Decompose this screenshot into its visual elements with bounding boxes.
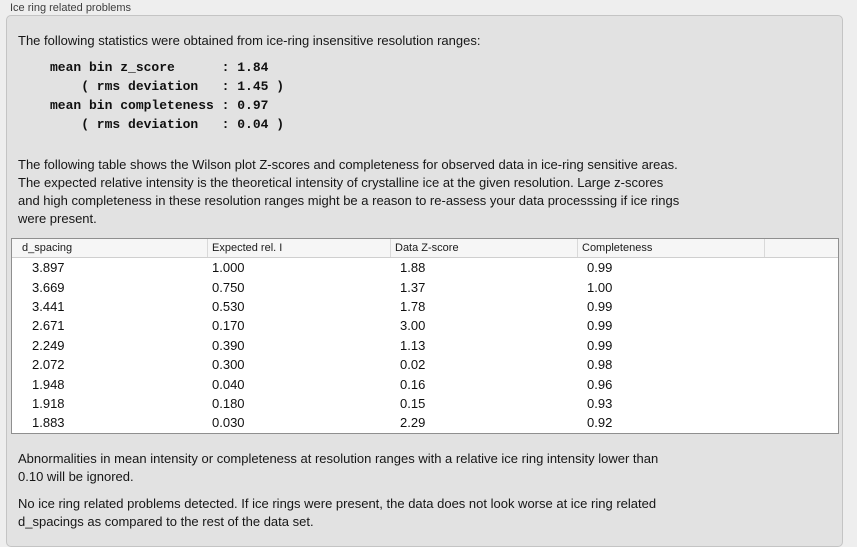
table-description: The following table shows the Wilson plo… — [18, 157, 680, 226]
column-header-expected-rel-i[interactable]: Expected rel. I — [208, 239, 391, 257]
conclusion-text: No ice ring related problems detected. I… — [18, 496, 657, 529]
table-row[interactable]: 1.918 0.180 0.15 0.93 — [12, 394, 838, 413]
cell-completeness: 0.92 — [587, 415, 613, 431]
cell-completeness: 0.99 — [587, 318, 613, 334]
stats-block: mean bin z_score : 1.84 ( rms deviation … — [50, 60, 285, 132]
cell-data-z-score: 1.13 — [400, 337, 426, 353]
cell-expected-rel-i: 0.180 — [212, 395, 245, 411]
table-row[interactable]: 1.948 0.040 0.16 0.96 — [12, 374, 838, 393]
table-row[interactable]: 1.883 0.030 2.29 0.92 — [12, 413, 838, 432]
cell-data-z-score: 0.02 — [400, 357, 426, 373]
cell-expected-rel-i: 0.300 — [212, 357, 245, 373]
cell-expected-rel-i: 1.000 — [212, 260, 245, 276]
cell-data-z-score: 1.37 — [400, 279, 426, 295]
cell-d-spacing: 3.669 — [32, 279, 65, 295]
cell-d-spacing: 1.948 — [32, 376, 65, 392]
intro-text: The following statistics were obtained f… — [18, 33, 481, 48]
ice-ring-table[interactable]: d_spacing Expected rel. I Data Z-score C… — [11, 238, 839, 434]
cell-data-z-score: 0.15 — [400, 395, 426, 411]
cell-completeness: 0.98 — [587, 357, 613, 373]
table-row[interactable]: 3.897 1.000 1.88 0.99 — [12, 258, 838, 277]
column-header-d-spacing[interactable]: d_spacing — [12, 239, 208, 257]
column-header-completeness[interactable]: Completeness — [578, 239, 765, 257]
cell-d-spacing: 2.072 — [32, 357, 65, 373]
cell-d-spacing: 3.897 — [32, 260, 65, 276]
cell-expected-rel-i: 0.750 — [212, 279, 245, 295]
table-row[interactable]: 2.671 0.170 3.00 0.99 — [12, 316, 838, 335]
column-header-data-z-score[interactable]: Data Z-score — [391, 239, 578, 257]
cell-data-z-score: 1.78 — [400, 298, 426, 314]
cell-completeness: 1.00 — [587, 279, 613, 295]
cell-completeness: 0.99 — [587, 298, 613, 314]
cell-completeness: 0.93 — [587, 395, 613, 411]
cell-d-spacing: 1.883 — [32, 415, 65, 431]
table-row[interactable]: 2.072 0.300 0.02 0.98 — [12, 355, 838, 374]
panel-title: Ice ring related problems — [10, 2, 132, 14]
table-header-row: d_spacing Expected rel. I Data Z-score C… — [12, 239, 838, 258]
cell-expected-rel-i: 0.390 — [212, 337, 245, 353]
cell-completeness: 0.96 — [587, 376, 613, 392]
cell-expected-rel-i: 0.170 — [212, 318, 245, 334]
cell-d-spacing: 2.249 — [32, 337, 65, 353]
cell-completeness: 0.99 — [587, 260, 613, 276]
cell-expected-rel-i: 0.040 — [212, 376, 245, 392]
table-row[interactable]: 2.249 0.390 1.13 0.99 — [12, 336, 838, 355]
table-body: 3.897 1.000 1.88 0.99 3.669 0.750 1.37 1… — [12, 258, 838, 433]
table-row[interactable]: 3.669 0.750 1.37 1.00 — [12, 277, 838, 296]
cell-expected-rel-i: 0.030 — [212, 415, 245, 431]
cell-d-spacing: 3.441 — [32, 298, 65, 314]
column-header-empty[interactable] — [765, 239, 838, 257]
ice-ring-groupbox: The following statistics were obtained f… — [6, 15, 843, 547]
cell-completeness: 0.99 — [587, 337, 613, 353]
table-row[interactable]: 3.441 0.530 1.78 0.99 — [12, 297, 838, 316]
cell-data-z-score: 1.88 — [400, 260, 426, 276]
cell-data-z-score: 0.16 — [400, 376, 426, 392]
ignore-note: Abnormalities in mean intensity or compl… — [18, 451, 659, 484]
cell-d-spacing: 1.918 — [32, 395, 65, 411]
cell-data-z-score: 3.00 — [400, 318, 426, 334]
cell-d-spacing: 2.671 — [32, 318, 65, 334]
cell-expected-rel-i: 0.530 — [212, 298, 245, 314]
cell-data-z-score: 2.29 — [400, 415, 426, 431]
